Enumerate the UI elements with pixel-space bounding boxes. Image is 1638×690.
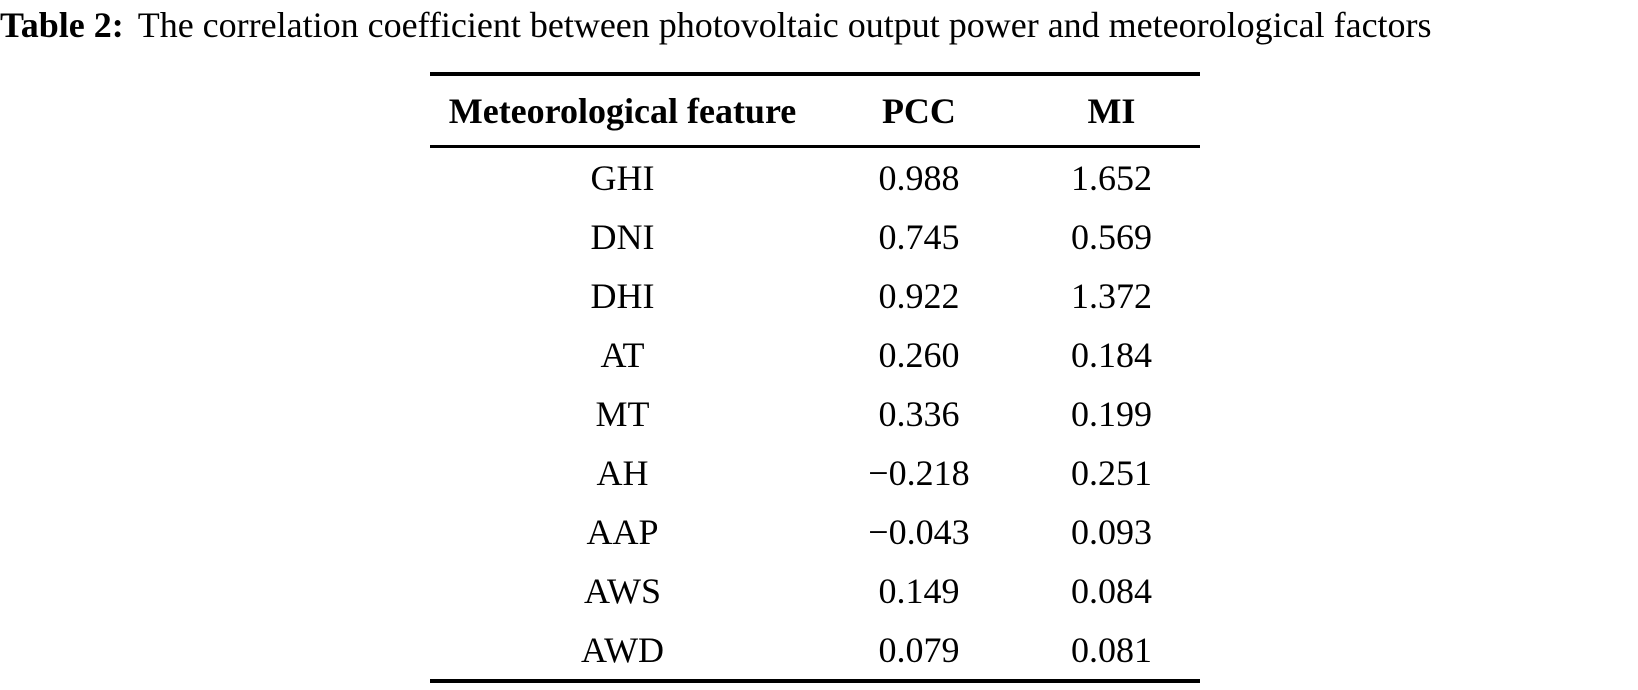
table-caption-text: The correlation coefficient between phot… <box>137 5 1432 45</box>
pcc-cell: 0.260 <box>878 334 960 375</box>
table-row: DHI 0.922 1.372 <box>430 266 1200 325</box>
feature-cell: AAP <box>586 511 659 552</box>
feature-cell: MT <box>595 393 650 434</box>
table-row: AH −0.218 0.251 <box>430 443 1200 502</box>
table-caption: Table 2: The correlation coefficient betw… <box>0 0 1638 50</box>
table-row: MT 0.336 0.199 <box>430 384 1200 443</box>
feature-cell: DNI <box>590 216 655 257</box>
mi-cell: 0.081 <box>1070 629 1152 670</box>
table-row: GHI 0.988 1.652 <box>430 147 1200 208</box>
mi-cell: 0.084 <box>1070 570 1152 611</box>
mi-cell: 0.251 <box>1070 452 1152 493</box>
pcc-cell: 0.336 <box>878 393 960 434</box>
table-row: AWS 0.149 0.084 <box>430 561 1200 620</box>
column-header-mi: MI <box>1087 90 1136 131</box>
table-row: AAP −0.043 0.093 <box>430 502 1200 561</box>
feature-cell: AWD <box>580 629 665 670</box>
pcc-cell: 0.079 <box>878 629 960 670</box>
pcc-cell: 0.149 <box>878 570 960 611</box>
mi-cell: 1.652 <box>1070 157 1152 198</box>
table-row: AT 0.260 0.184 <box>430 325 1200 384</box>
column-header-feature: Meteorological feature <box>448 90 797 131</box>
mi-cell: 0.093 <box>1070 511 1152 552</box>
pcc-cell: −0.043 <box>868 511 970 552</box>
pcc-cell: 0.988 <box>878 157 960 198</box>
table-header-row: Meteorological feature PCC MI <box>430 74 1200 147</box>
correlation-table: Meteorological feature PCC MI GHI 0.988 … <box>430 72 1200 683</box>
mi-cell: 0.569 <box>1070 216 1152 257</box>
table-caption-label: Table 2: <box>0 5 124 45</box>
feature-cell: AH <box>596 452 649 493</box>
feature-cell: AT <box>600 334 645 375</box>
mi-cell: 0.184 <box>1070 334 1152 375</box>
pcc-cell: 0.745 <box>878 216 960 257</box>
feature-cell: AWS <box>583 570 662 611</box>
table-row: DNI 0.745 0.569 <box>430 207 1200 266</box>
mi-cell: 0.199 <box>1070 393 1152 434</box>
pcc-cell: −0.218 <box>868 452 970 493</box>
mi-cell: 1.372 <box>1070 275 1152 316</box>
feature-cell: DHI <box>590 275 655 316</box>
column-header-pcc: PCC <box>881 90 956 131</box>
feature-cell: GHI <box>590 157 655 198</box>
table-row: AWD 0.079 0.081 <box>430 620 1200 681</box>
pcc-cell: 0.922 <box>878 275 960 316</box>
